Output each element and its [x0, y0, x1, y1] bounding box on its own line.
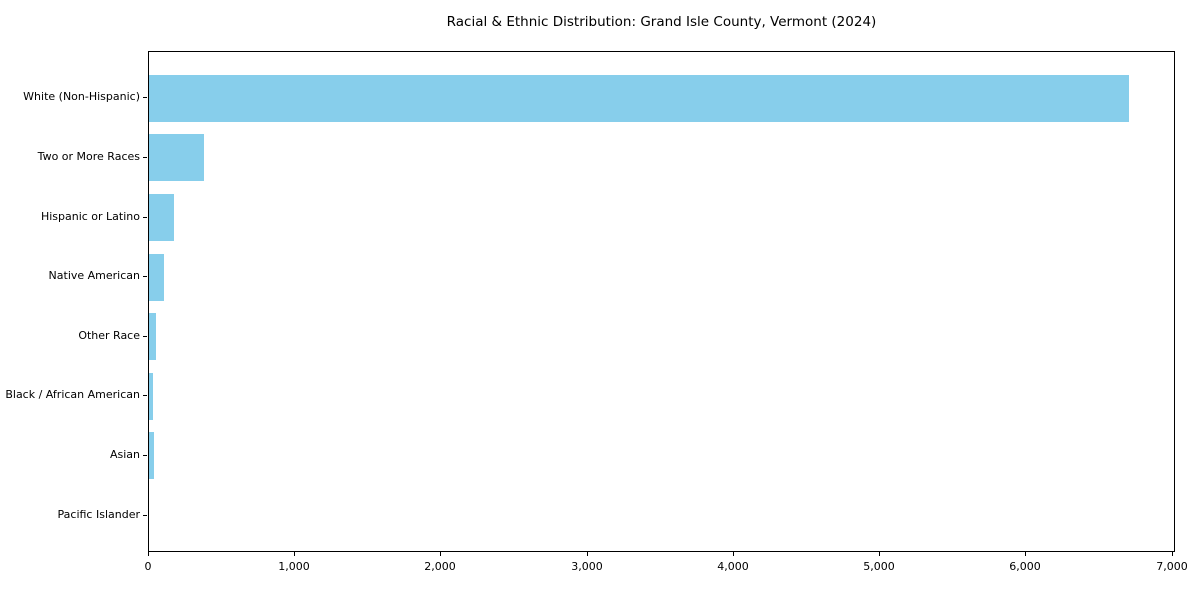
y-axis-label-pacific-islander: Pacific Islander [57, 508, 140, 521]
y-axis-label-native-american: Native American [48, 269, 140, 282]
x-tick-label-2000: 2,000 [424, 560, 456, 573]
y-axis-label-hispanic-or-latino: Hispanic or Latino [40, 210, 140, 223]
x-tick [1172, 552, 1173, 556]
bar-two-or-more-races [149, 134, 204, 182]
y-tick [143, 276, 147, 277]
x-tick [440, 552, 441, 556]
x-tick [1025, 552, 1026, 556]
x-tick-label-4000: 4,000 [717, 560, 749, 573]
y-axis-label-other-race: Other Race [78, 329, 140, 342]
x-tick-label-0: 0 [144, 560, 152, 573]
x-tick [294, 552, 295, 556]
y-tick [143, 157, 147, 158]
y-tick [143, 455, 147, 456]
x-tick-label-5000: 5,000 [863, 560, 895, 573]
y-tick [143, 395, 147, 396]
y-axis-label-asian: Asian [109, 448, 140, 461]
x-tick [587, 552, 588, 556]
y-axis-label-two-or-more-races: Two or More Races [37, 150, 140, 163]
bar-hispanic-or-latino [149, 194, 174, 241]
y-tick [143, 97, 147, 98]
x-tick [879, 552, 880, 556]
y-tick [143, 336, 147, 337]
plot-area [148, 51, 1175, 552]
x-tick [148, 552, 149, 556]
y-axis-label-black-african-american: Black / African American [5, 388, 140, 401]
y-axis-label-white-non-hispanic: White (Non-Hispanic) [23, 90, 140, 103]
chart-title: Racial & Ethnic Distribution: Grand Isle… [446, 14, 877, 30]
bar-white-non-hispanic [149, 74, 1129, 122]
bar-native-american [149, 253, 164, 301]
y-tick [143, 217, 147, 218]
x-tick-label-1000: 1,000 [278, 560, 310, 573]
bar-black-african-american [149, 372, 153, 420]
bar-asian [149, 432, 154, 480]
x-tick-label-6000: 6,000 [1009, 560, 1041, 573]
bar-other-race [149, 313, 156, 361]
x-tick [733, 552, 734, 556]
x-tick-label-3000: 3,000 [571, 560, 603, 573]
y-tick [143, 515, 147, 516]
x-tick-label-7000: 7,000 [1156, 560, 1188, 573]
